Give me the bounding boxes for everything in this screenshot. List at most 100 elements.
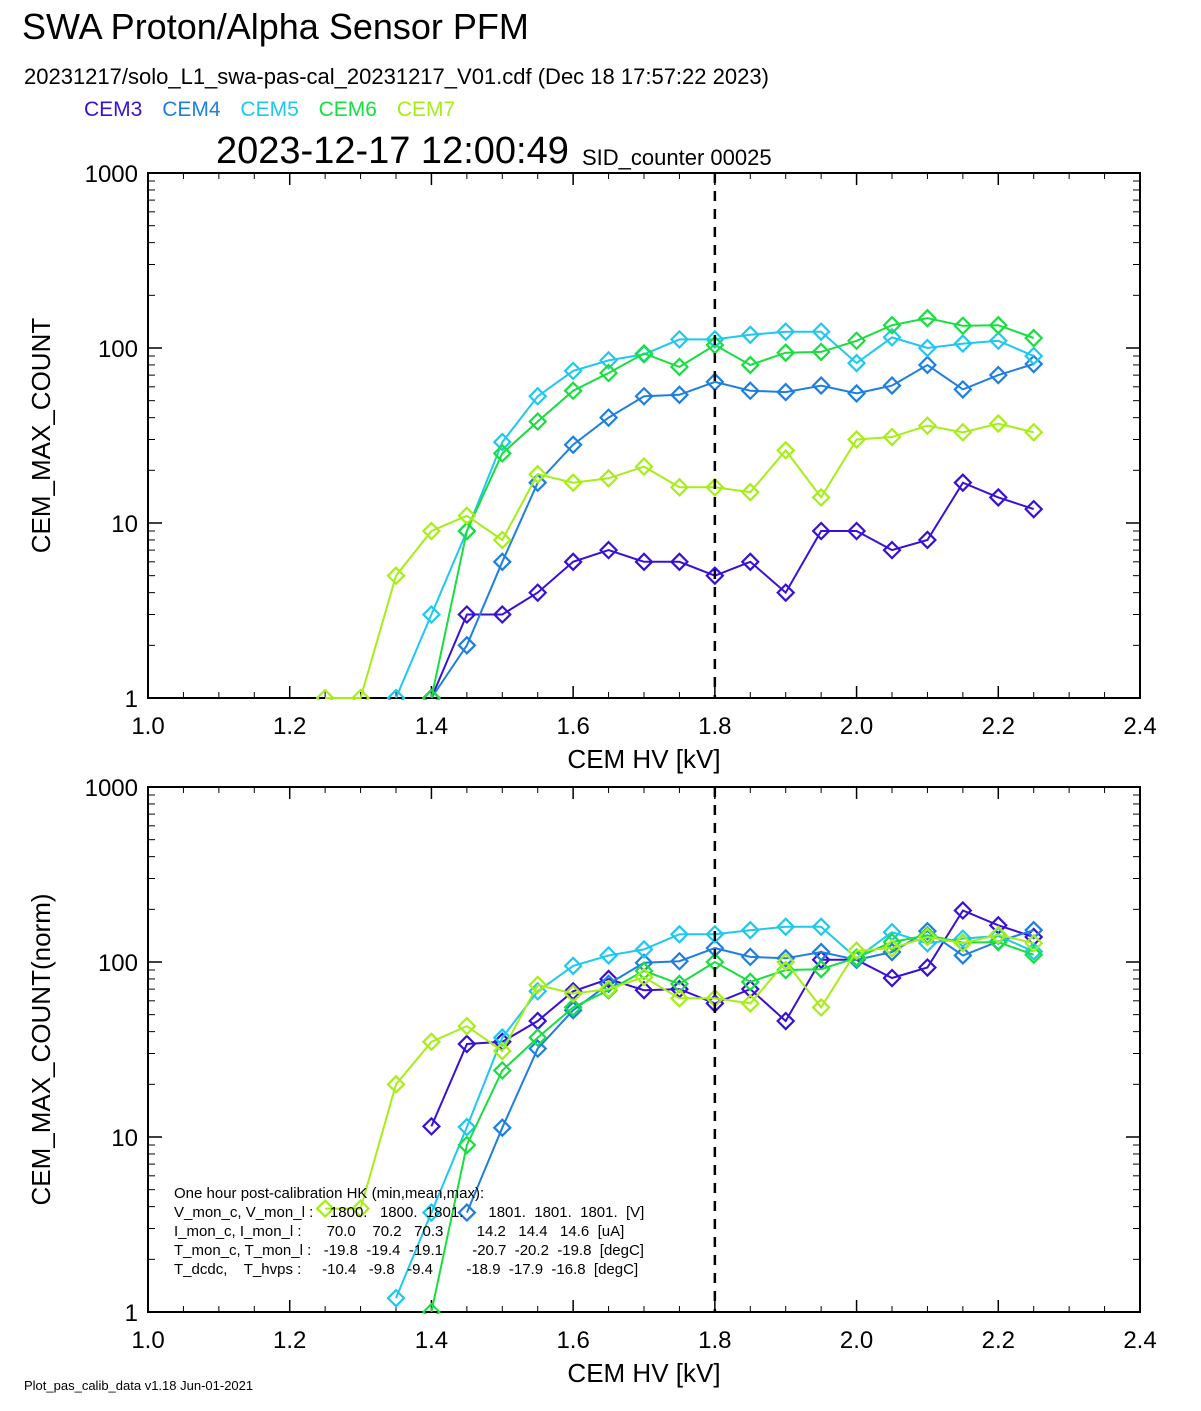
plot1-point-cem4 bbox=[599, 408, 619, 428]
plot2-point-cem5 bbox=[740, 920, 760, 940]
plot2-point-cem7 bbox=[386, 1074, 406, 1094]
plot1-point-cem6 bbox=[528, 411, 548, 432]
plot1-point-cem3 bbox=[811, 521, 831, 541]
plot1-xtick-label: 2.2 bbox=[982, 713, 1015, 740]
plot1-ytick-label: 10 bbox=[111, 511, 138, 538]
plot1-point-cem4 bbox=[776, 382, 796, 402]
plot1-xtick-label: 1.4 bbox=[415, 713, 448, 740]
legend-entry-cem5: CEM5 bbox=[240, 98, 299, 121]
plot2-point-cem3 bbox=[740, 979, 760, 999]
plot2-point-cem7 bbox=[351, 1199, 371, 1219]
plot2-point-cem4 bbox=[1024, 920, 1044, 940]
plot1-point-cem7 bbox=[563, 473, 583, 493]
plot1-point-cem6 bbox=[988, 315, 1008, 335]
plot2-point-cem6 bbox=[811, 959, 831, 979]
plot1-point-cem4 bbox=[811, 376, 831, 396]
plot2-point-cem7 bbox=[988, 925, 1008, 945]
plot1-ytick-label: 1 bbox=[125, 686, 138, 713]
plot2-ytick-label: 1000 bbox=[85, 775, 138, 802]
plot1-point-cem6 bbox=[492, 443, 512, 463]
plot1-point-cem7 bbox=[988, 414, 1008, 434]
plot1-ytick-label: 1000 bbox=[85, 161, 138, 188]
plot2-xlabel: CEM HV [kV] bbox=[567, 1358, 720, 1388]
plot2-point-cem4 bbox=[776, 948, 796, 968]
file-subtitle: 20231217/solo_L1_swa-pas-cal_20231217_V0… bbox=[24, 64, 769, 89]
hk-title: One hour post-calibration HK (min,mean,m… bbox=[174, 1185, 485, 1202]
plot2-point-cem4 bbox=[599, 974, 619, 994]
plot1-point-cem3 bbox=[528, 583, 548, 603]
plot1-series-cem4 bbox=[430, 363, 1034, 699]
plot1-xtick-label: 1.0 bbox=[131, 713, 164, 740]
plot1-xtick-label: 2.4 bbox=[1123, 713, 1156, 740]
plot2-point-cem6 bbox=[740, 972, 760, 992]
plot2-point-cem5 bbox=[563, 956, 583, 976]
plot1-point-cem3 bbox=[988, 487, 1008, 507]
plot1-point-cem3 bbox=[492, 604, 512, 625]
plot2-xtick-label: 1.2 bbox=[273, 1327, 306, 1354]
plot1-point-cem3 bbox=[776, 583, 796, 603]
plot2-point-cem4 bbox=[953, 945, 973, 966]
plot1-point-cem7 bbox=[811, 487, 831, 507]
plot2-point-cem5 bbox=[705, 924, 725, 944]
plot2-point-cem4 bbox=[563, 1000, 583, 1020]
plot2-point-cem3 bbox=[882, 968, 902, 988]
page-title: SWA Proton/Alpha Sensor PFM bbox=[22, 6, 529, 47]
plot1-point-cem5 bbox=[669, 329, 689, 349]
hk-summary: One hour post-calibration HK (min,mean,m… bbox=[174, 1184, 644, 1279]
plot1-point-cem6 bbox=[421, 688, 441, 700]
plot2-point-cem5 bbox=[421, 1203, 441, 1223]
plot2-xtick-label: 1.4 bbox=[415, 1327, 448, 1354]
plot1-point-cem5 bbox=[492, 432, 512, 452]
plot2-point-cem5 bbox=[953, 929, 973, 949]
plot1-point-cem7 bbox=[953, 422, 973, 442]
legend-entry-cem4: CEM4 bbox=[162, 98, 221, 121]
plot2-xtick-label: 1.6 bbox=[556, 1327, 589, 1354]
plot2-point-cem4 bbox=[528, 1039, 548, 1059]
plot2-point-cem5 bbox=[811, 917, 831, 937]
legend-entry-cem6: CEM6 bbox=[318, 98, 377, 121]
plot1-point-cem4 bbox=[528, 473, 548, 493]
plot2-point-cem5 bbox=[776, 917, 796, 937]
plot1-point-cem6 bbox=[599, 363, 619, 383]
plot1-ytick-label: 100 bbox=[98, 336, 138, 363]
plot2-point-cem6 bbox=[563, 997, 583, 1017]
plot1-point-cem6 bbox=[882, 315, 902, 335]
plot1-point-cem5 bbox=[705, 329, 725, 349]
plot2-point-cem5 bbox=[492, 1028, 512, 1048]
plot2-point-cem6 bbox=[917, 925, 937, 945]
plot2-xtick-label: 2.0 bbox=[840, 1327, 873, 1354]
plot1-point-cem5 bbox=[740, 325, 760, 345]
plot1-point-cem7 bbox=[528, 464, 548, 484]
plot2-point-cem6 bbox=[882, 932, 902, 952]
plot2-xtick-label: 1.0 bbox=[131, 1327, 164, 1354]
plot2-point-cem3 bbox=[421, 1116, 441, 1136]
plot2-point-cem3 bbox=[634, 980, 654, 1000]
plot2-xtick-label: 2.4 bbox=[1123, 1327, 1156, 1354]
plot2-point-cem6 bbox=[634, 961, 654, 981]
plot2-point-cem6 bbox=[528, 1028, 548, 1048]
plot1-point-cem4 bbox=[492, 552, 512, 572]
plot1-point-cem6 bbox=[634, 343, 654, 364]
plot2-point-cem6 bbox=[421, 1302, 441, 1314]
plot1-point-cem7 bbox=[492, 530, 512, 550]
plot1-point-cem6 bbox=[669, 357, 689, 377]
plot1-point-cem4 bbox=[953, 379, 973, 399]
plot1-point-cem3 bbox=[563, 552, 583, 572]
plot1-point-cem6 bbox=[563, 381, 583, 401]
plot1-point-cem3 bbox=[1024, 499, 1044, 519]
plot2-point-cem6 bbox=[1024, 945, 1044, 965]
plot1-point-cem4 bbox=[563, 435, 583, 455]
plot1-point-cem6 bbox=[776, 343, 796, 363]
plot1-point-cem5 bbox=[953, 334, 973, 354]
legend-entry-cem3: CEM3 bbox=[84, 98, 143, 121]
plot1-point-cem3 bbox=[705, 566, 725, 586]
plot1-point-cem4 bbox=[917, 355, 937, 375]
plot1-point-cem5 bbox=[882, 327, 902, 347]
plot2-point-cem7 bbox=[634, 967, 654, 987]
hk-row-tdcdc: T_dcdc, T_hvps : -10.4 -9.8 -9.4 -18.9 -… bbox=[174, 1261, 639, 1278]
plot1-point-cem7 bbox=[351, 688, 371, 700]
plot1-series-cem3 bbox=[430, 481, 1035, 699]
plot1-ylabel: CEM_MAX_COUNT bbox=[26, 318, 56, 554]
plot2-ylabel: CEM_MAX_COUNT(norm) bbox=[26, 893, 56, 1205]
plot2-point-cem3 bbox=[953, 900, 973, 921]
